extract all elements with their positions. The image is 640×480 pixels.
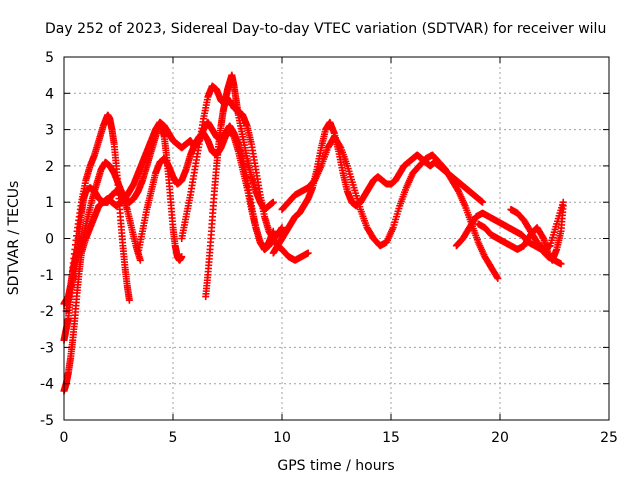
x-tick-label: 0 bbox=[60, 430, 69, 446]
data-point bbox=[278, 224, 286, 232]
y-tick-label: -5 bbox=[40, 413, 54, 429]
series-sat-i bbox=[278, 133, 502, 282]
x-tick-label: 5 bbox=[169, 430, 178, 446]
data-point bbox=[494, 274, 502, 282]
y-tick-label: 3 bbox=[45, 123, 54, 139]
x-tick-label: 10 bbox=[273, 430, 291, 446]
data-point bbox=[559, 198, 567, 206]
series-sat-h bbox=[269, 118, 487, 257]
x-tick-label: 15 bbox=[382, 430, 400, 446]
data-point bbox=[336, 142, 344, 150]
data-point bbox=[136, 256, 144, 264]
data-point bbox=[125, 296, 133, 304]
y-axis-label: SDTVAR / TECUs bbox=[6, 181, 22, 296]
y-tick-label: 0 bbox=[45, 232, 54, 248]
y-tick-label: -4 bbox=[40, 377, 54, 393]
series-sat-d bbox=[62, 158, 144, 315]
data-point bbox=[557, 260, 565, 268]
series-sat-g bbox=[202, 71, 277, 301]
y-tick-label: -2 bbox=[40, 304, 54, 320]
data-point bbox=[178, 253, 186, 261]
data-point bbox=[493, 273, 501, 281]
data-point bbox=[539, 233, 547, 241]
series-sat-l bbox=[507, 198, 567, 253]
data-point bbox=[479, 198, 487, 206]
x-tick-label: 25 bbox=[600, 430, 618, 446]
data-point bbox=[304, 249, 312, 257]
series-sat-f bbox=[178, 82, 286, 242]
y-tick-label: 2 bbox=[45, 159, 54, 175]
y-tick-label: 1 bbox=[45, 195, 54, 211]
series-sat-e bbox=[134, 126, 277, 257]
y-tick-label: -3 bbox=[40, 340, 54, 356]
y-tick-label: -1 bbox=[40, 268, 54, 284]
y-tick-label: 4 bbox=[45, 86, 54, 102]
axis-ticks: 0 5 10 15 20 25 -5 -4 -3 -2 -1 0 1 2 3 4 5 bbox=[40, 50, 618, 446]
data-points bbox=[60, 71, 567, 395]
data-point bbox=[269, 198, 277, 206]
y-tick-label: 5 bbox=[45, 50, 54, 66]
x-axis-label: GPS time / hours bbox=[277, 458, 394, 474]
x-tick-label: 20 bbox=[491, 430, 509, 446]
chart-title: Day 252 of 2023, Sidereal Day-to-day VTE… bbox=[45, 21, 606, 37]
series-sat-b bbox=[60, 111, 133, 344]
